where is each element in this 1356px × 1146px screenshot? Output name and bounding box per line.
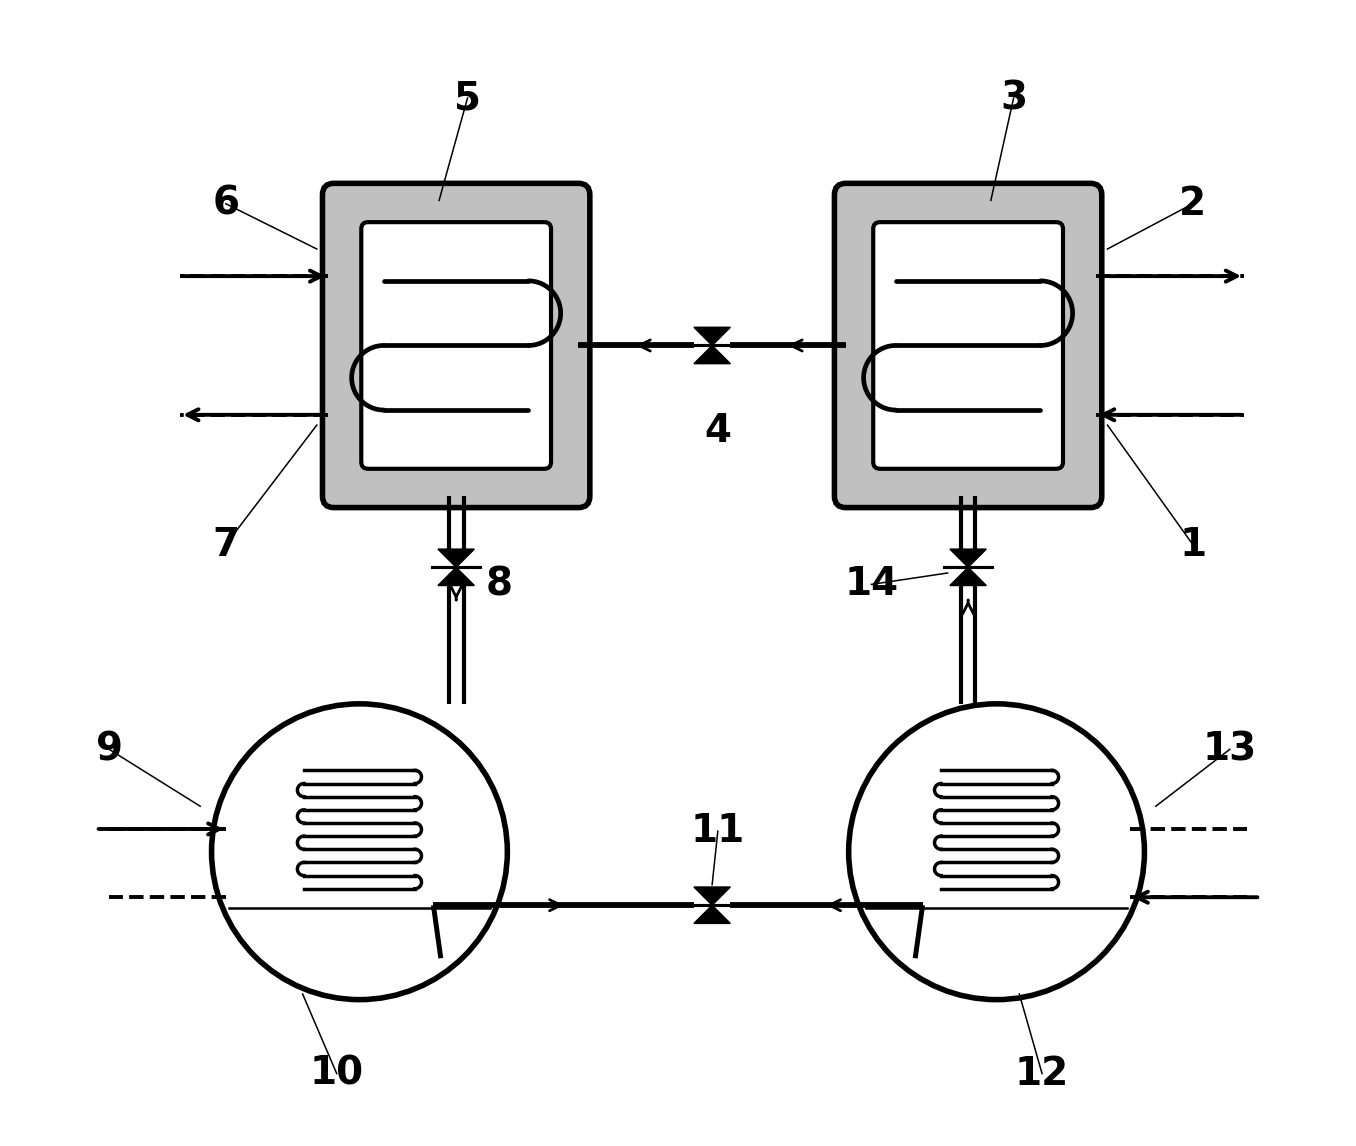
Text: 2: 2 [1180, 185, 1207, 222]
Circle shape [212, 704, 507, 999]
Text: 14: 14 [845, 565, 899, 604]
Polygon shape [694, 345, 731, 363]
Text: 10: 10 [309, 1054, 363, 1092]
Text: 3: 3 [999, 79, 1028, 117]
Text: 12: 12 [1014, 1054, 1069, 1092]
Text: 11: 11 [690, 813, 744, 850]
Polygon shape [951, 567, 986, 586]
Polygon shape [951, 549, 986, 567]
Polygon shape [438, 549, 475, 567]
Text: 13: 13 [1203, 730, 1257, 768]
FancyBboxPatch shape [834, 183, 1102, 508]
Text: 6: 6 [213, 185, 239, 222]
Text: 9: 9 [96, 730, 122, 768]
Circle shape [849, 704, 1144, 999]
Text: 1: 1 [1180, 526, 1207, 564]
Text: 5: 5 [454, 79, 481, 117]
Text: 7: 7 [213, 526, 240, 564]
Text: 8: 8 [485, 565, 513, 604]
Polygon shape [694, 905, 731, 924]
Text: 4: 4 [704, 411, 731, 449]
Polygon shape [438, 567, 475, 586]
FancyBboxPatch shape [873, 222, 1063, 469]
FancyBboxPatch shape [361, 222, 551, 469]
Polygon shape [694, 887, 731, 905]
Polygon shape [694, 328, 731, 345]
FancyBboxPatch shape [323, 183, 590, 508]
